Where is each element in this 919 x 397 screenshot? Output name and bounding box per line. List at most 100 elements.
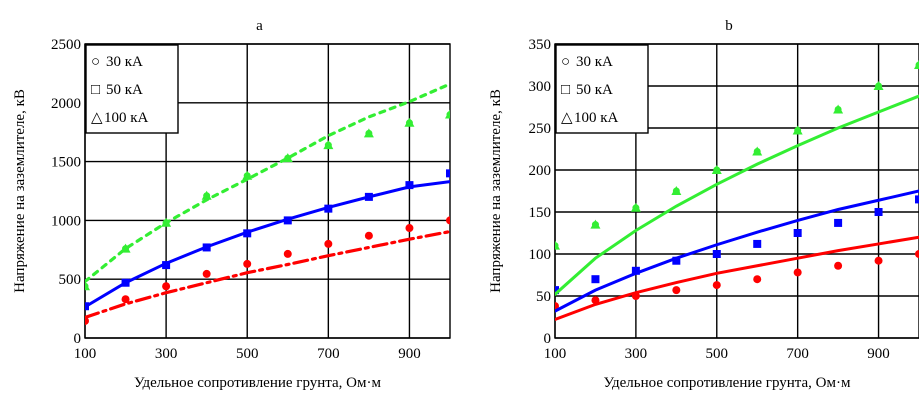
data-point: [162, 261, 170, 269]
data-point: [81, 317, 89, 325]
data-point: [875, 257, 883, 265]
data-point: [122, 295, 130, 303]
data-point: [284, 155, 291, 162]
data-point: [243, 229, 251, 237]
legend-symbol: ○: [91, 54, 100, 70]
legend: ○ 30 кА □ 50 кА△100 кА: [86, 45, 178, 133]
x-tick-label: 100: [544, 346, 567, 362]
panel-title: a: [256, 18, 263, 34]
data-point: [203, 192, 210, 199]
data-point: [203, 270, 211, 278]
legend-label: 50 кА: [106, 82, 143, 98]
legend-symbol: △: [561, 110, 573, 126]
y-tick-label: 100: [529, 247, 552, 263]
data-point: [794, 268, 802, 276]
y-tick-label: 250: [529, 121, 552, 137]
data-point: [122, 245, 129, 252]
data-point: [632, 204, 639, 211]
data-point: [713, 167, 720, 174]
y-tick-label: 2500: [51, 37, 81, 53]
data-point: [243, 260, 251, 268]
y-axis-title: Напряжение на заземлителе, кВ: [12, 89, 28, 293]
data-point: [591, 275, 599, 283]
data-point: [406, 119, 413, 126]
data-point: [446, 216, 454, 224]
data-point: [835, 106, 842, 113]
data-point: [672, 257, 680, 265]
x-tick-label: 700: [317, 346, 340, 362]
chart-panel-a: 100 300 500 700 900 0 500 1000 1500 2000 2500 a Удел…: [12, 18, 455, 391]
data-point: [592, 221, 599, 228]
y-tick-label: 0: [544, 331, 552, 347]
data-point: [875, 208, 883, 216]
y-tick-label: 0: [74, 331, 82, 347]
data-point: [365, 193, 373, 201]
x-tick-label: 300: [625, 346, 648, 362]
fit-line: [555, 191, 919, 311]
y-tick-label: 1000: [51, 213, 81, 229]
data-point: [552, 242, 559, 249]
y-tick-label: 50: [536, 289, 551, 305]
data-point: [163, 219, 170, 226]
data-point: [794, 229, 802, 237]
data-point: [673, 188, 680, 195]
data-point: [713, 281, 721, 289]
data-point: [875, 83, 882, 90]
fit-line: [85, 182, 450, 307]
data-point: [122, 279, 130, 287]
data-point: [672, 286, 680, 294]
data-point: [324, 240, 332, 248]
data-point: [324, 205, 332, 213]
legend-symbol: □: [91, 82, 100, 98]
y-tick-label: 350: [529, 37, 552, 53]
y-tick-label: 1500: [51, 155, 81, 171]
data-point: [244, 172, 251, 179]
y-axis-title: Напряжение на заземлителе, кВ: [488, 89, 504, 293]
legend-label: 100 кА: [574, 110, 619, 126]
data-point: [753, 275, 761, 283]
x-tick-label: 900: [398, 346, 421, 362]
data-point: [405, 224, 413, 232]
legend-label: 30 кА: [106, 54, 143, 70]
data-point: [713, 250, 721, 258]
data-point: [203, 243, 211, 251]
data-point: [794, 127, 801, 134]
data-point: [915, 195, 919, 203]
data-point: [162, 282, 170, 290]
x-tick-label: 900: [867, 346, 890, 362]
x-tick-label: 100: [74, 346, 97, 362]
legend-label: 30 кА: [576, 54, 613, 70]
y-tick-label: 2000: [51, 96, 81, 112]
y-tick-label: 500: [59, 272, 82, 288]
data-point: [365, 130, 372, 137]
legend-label: 100 кА: [104, 110, 149, 126]
data-point: [834, 219, 842, 227]
data-point: [834, 262, 842, 270]
y-tick-label: 150: [529, 205, 552, 221]
legend-symbol: □: [561, 82, 570, 98]
legend-symbol: △: [91, 110, 103, 126]
data-point: [365, 232, 373, 240]
data-point: [405, 181, 413, 189]
data-point: [632, 292, 640, 300]
data-point: [325, 142, 332, 149]
data-point: [446, 169, 454, 177]
data-point: [915, 250, 919, 258]
x-tick-label: 500: [236, 346, 259, 362]
legend-label: 50 кА: [576, 82, 613, 98]
data-point: [591, 296, 599, 304]
x-axis-title: Удельное сопротивление грунта, Ом·м: [134, 375, 382, 391]
panel-title: b: [725, 18, 733, 34]
data-point: [753, 240, 761, 248]
data-point: [284, 250, 292, 258]
series-0: [81, 216, 454, 325]
x-tick-label: 300: [155, 346, 178, 362]
y-tick-label: 200: [529, 163, 552, 179]
data-point: [82, 283, 89, 290]
x-tick-label: 700: [786, 346, 809, 362]
legend: ○30 кА□50 кА△100 кА: [556, 45, 648, 133]
x-axis-title: Удельное сопротивление грунта, Ом·м: [603, 375, 851, 391]
data-point: [81, 302, 89, 310]
